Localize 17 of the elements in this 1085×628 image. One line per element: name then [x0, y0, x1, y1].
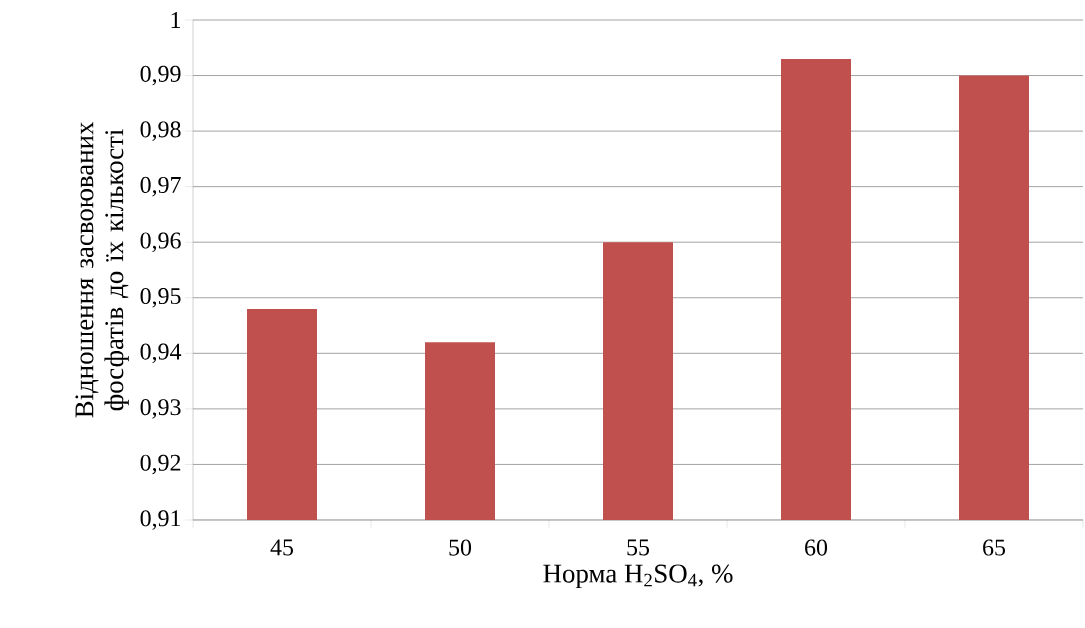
y-tick-label: 0,92	[140, 454, 181, 475]
y-tick-label: 0,99	[140, 65, 181, 86]
y-tick-label: 0,93	[140, 399, 181, 419]
y-tick-label: 0,91	[140, 510, 181, 530]
y-tick-label: 0,94	[140, 343, 182, 364]
x-tick-label: 55	[627, 539, 650, 556]
y-tick-label: 0,97	[140, 176, 181, 197]
x-tick-label: 45	[270, 539, 294, 556]
x-tick-label: 65	[983, 539, 1006, 556]
y-tick-label: 0,98	[140, 121, 181, 141]
y-tick-label: 1	[171, 12, 181, 28]
y-tick-label: 0,95	[140, 287, 181, 308]
y-tick-label: 0,96	[140, 232, 181, 252]
x-axis-title: Норма H$_{2}$SO$_{4}$, %	[543, 564, 733, 589]
x-tick-label: 50	[449, 539, 472, 556]
x-tick-label: 60	[805, 539, 828, 556]
y-axis-title: Відношення засвоюваних фосфатів до їх кількості	[75, 121, 129, 418]
